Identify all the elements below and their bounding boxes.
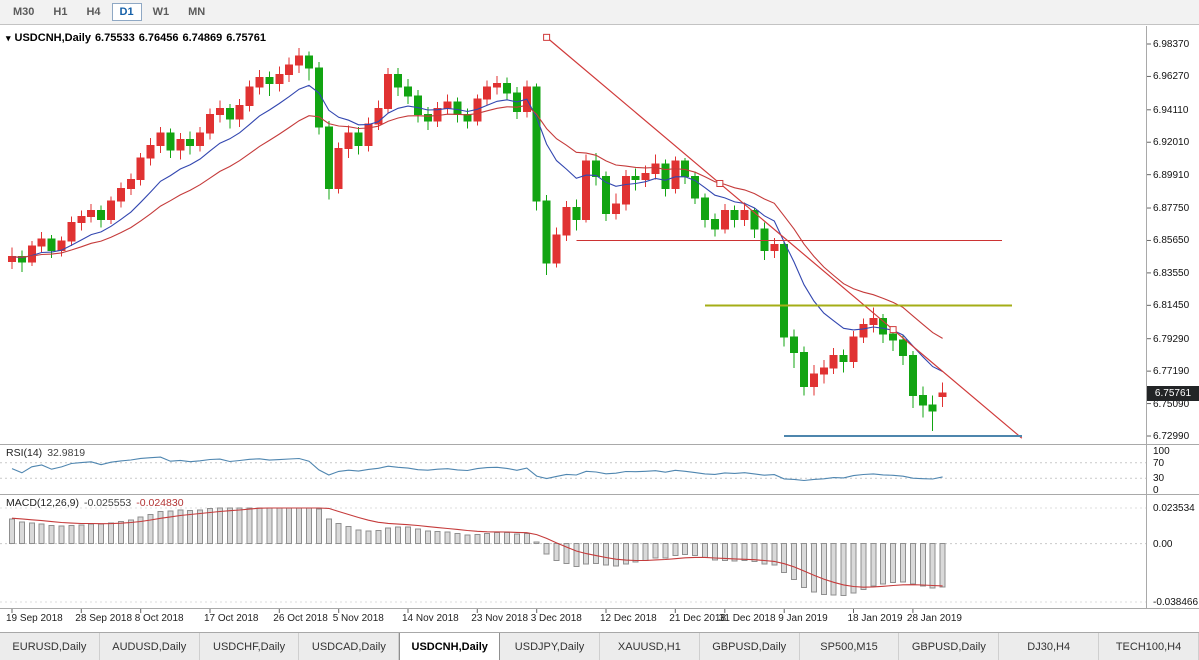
tab-dj30-h4[interactable]: DJ30,H4 (999, 633, 1100, 660)
timeframe-mn-button[interactable]: MN (188, 6, 206, 18)
tab-usdcnh-daily[interactable]: USDCNH,Daily (399, 633, 501, 660)
price-scale-label: 6.81450 (1153, 300, 1190, 312)
timeframe-m30-button[interactable]: M30 (13, 6, 35, 18)
trendline-handle (716, 179, 724, 187)
time-axis-label: 14 Nov 2018 (402, 613, 459, 624)
candlestick-series[interactable] (8, 48, 947, 432)
ma-20-line[interactable] (11, 104, 943, 339)
ohlc-low: 6.74869 (182, 32, 223, 44)
chart-marker-icon: ▾ (6, 33, 11, 43)
time-axis-label: 17 Oct 2018 (204, 613, 259, 624)
tab-eurusd-daily[interactable]: EURUSD,Daily (0, 633, 100, 660)
chart-window[interactable]: ▾ USDCNH,Daily 6.75533 6.76456 6.74869 6.7576… (0, 26, 1199, 632)
macd-signal-line[interactable] (11, 507, 943, 588)
ma-10-line[interactable] (11, 84, 943, 372)
tab-audusd-daily[interactable]: AUDUSD,Daily (100, 633, 200, 660)
tab-usdcad-daily[interactable]: USDCAD,Daily (299, 633, 400, 660)
chart-title: ▾ USDCNH,Daily 6.75533 6.76456 6.74869 6.7576… (6, 32, 270, 44)
macd-value: -0.025553 (83, 497, 132, 509)
time-axis-label: 12 Dec 2018 (600, 613, 657, 624)
time-axis-label: 28 Jan 2019 (906, 613, 962, 624)
tab-tech100-h4[interactable]: TECH100,H4 (1099, 633, 1199, 660)
time-axis-label: 8 Oct 2018 (134, 613, 184, 624)
price-scale-label: 6.77190 (1153, 366, 1190, 378)
trendline-handle (543, 33, 551, 41)
tab-gbpusd-daily[interactable]: GBPUSD,Daily (899, 633, 1000, 660)
timeframe-toolbar: M30 H1 H4 D1 W1 MN (0, 0, 1199, 25)
price-scale-label: 6.79290 (1153, 333, 1190, 345)
price-scale-label: 6.72990 (1153, 431, 1190, 442)
time-axis-label: 19 Sep 2018 (6, 613, 63, 624)
price-scale-label: 6.87750 (1153, 203, 1190, 215)
chart-symbol-label: USDCNH,Daily (14, 32, 91, 44)
macd-scale-label: 0.00 (1153, 538, 1173, 550)
price-scale-label: 6.94110 (1153, 104, 1189, 116)
time-axis-label: 23 Nov 2018 (471, 613, 529, 624)
time-axis-label: 3 Dec 2018 (530, 613, 582, 624)
rsi-line[interactable] (11, 456, 943, 482)
macd-scale-label: -0.038466 (1153, 597, 1199, 608)
macd-scale-label: 0.023534 (1153, 503, 1195, 514)
rsi-scale-label: 100 (1153, 446, 1170, 457)
rsi-scale-label: 30 (1153, 473, 1165, 485)
time-axis-label: 18 Jan 2019 (847, 613, 903, 624)
time-axis-label: 26 Oct 2018 (273, 613, 328, 624)
price-scale-label: 6.98370 (1153, 39, 1190, 50)
macd-indicator-label: MACD(12,26,9) -0.025553 -0.024830 (6, 497, 189, 509)
ohlc-close: 6.75761 (226, 32, 266, 44)
rsi-grid (0, 462, 1146, 479)
price-axis[interactable]: 6.98370 6.96270 6.94110 6.92010 6.89910 6.877… (1150, 26, 1199, 608)
current-price-badge: 6.75761 (1147, 386, 1199, 402)
price-scale-label: 6.85650 (1153, 235, 1190, 247)
price-scale-label: 6.89910 (1153, 169, 1190, 181)
tab-gbpusd-daily[interactable]: GBPUSD,Daily (700, 633, 800, 660)
panel-separators (0, 26, 1199, 613)
rsi-value: 32.9819 (47, 447, 86, 459)
tab-usdjpy-daily[interactable]: USDJPY,Daily (500, 633, 600, 660)
tab-xauusd-h1[interactable]: XAUUSD,H1 (600, 633, 700, 660)
time-axis-label: 5 Nov 2018 (332, 613, 384, 624)
ohlc-high: 6.76456 (138, 32, 179, 44)
rsi-scale-label: 0 (1153, 485, 1159, 496)
rsi-scale-label: 70 (1153, 457, 1165, 469)
tab-usdchf-daily[interactable]: USDCHF,Daily (200, 633, 300, 660)
price-scale-label: 6.96270 (1153, 71, 1190, 83)
trendline-object[interactable] (543, 33, 1023, 439)
macd-name: MACD(12,26,9) (6, 497, 79, 509)
ohlc-open: 6.75533 (94, 32, 135, 44)
time-axis-label: 9 Jan 2019 (778, 613, 828, 624)
price-scale-label: 6.75090 (1153, 398, 1190, 410)
chart-canvas[interactable] (0, 26, 1199, 632)
timeframe-d1-button[interactable]: D1 (111, 3, 142, 21)
rsi-name: RSI(14) (6, 447, 43, 459)
trendline-handle (889, 326, 897, 334)
macd-histogram[interactable] (9, 507, 946, 596)
timeframe-h1-button[interactable]: H1 (53, 6, 68, 18)
macd-signal-value: -0.024830 (136, 497, 184, 509)
time-axis-label: 21 Dec 2018 (669, 613, 727, 624)
tab-sp500-m15[interactable]: SP500,M15 (800, 633, 900, 660)
time-axis-label: 31 Dec 2018 (718, 613, 776, 624)
timeframe-w1-button[interactable]: W1 (152, 6, 170, 18)
price-scale-label: 6.92010 (1153, 137, 1190, 149)
rsi-indicator-label: RSI(14) 32.9819 (6, 447, 90, 459)
time-axis-label: 28 Sep 2018 (75, 613, 133, 624)
timeframe-h4-button[interactable]: H4 (86, 6, 101, 18)
price-scale-label: 6.83550 (1153, 267, 1190, 279)
chart-tabs: EURUSD,Daily AUDUSD,Daily USDCHF,Daily USDC… (0, 632, 1199, 660)
time-axis[interactable]: 19 Sep 2018 28 Sep 2018 8 Oct 2018 17 Oct 2… (0, 609, 1146, 632)
